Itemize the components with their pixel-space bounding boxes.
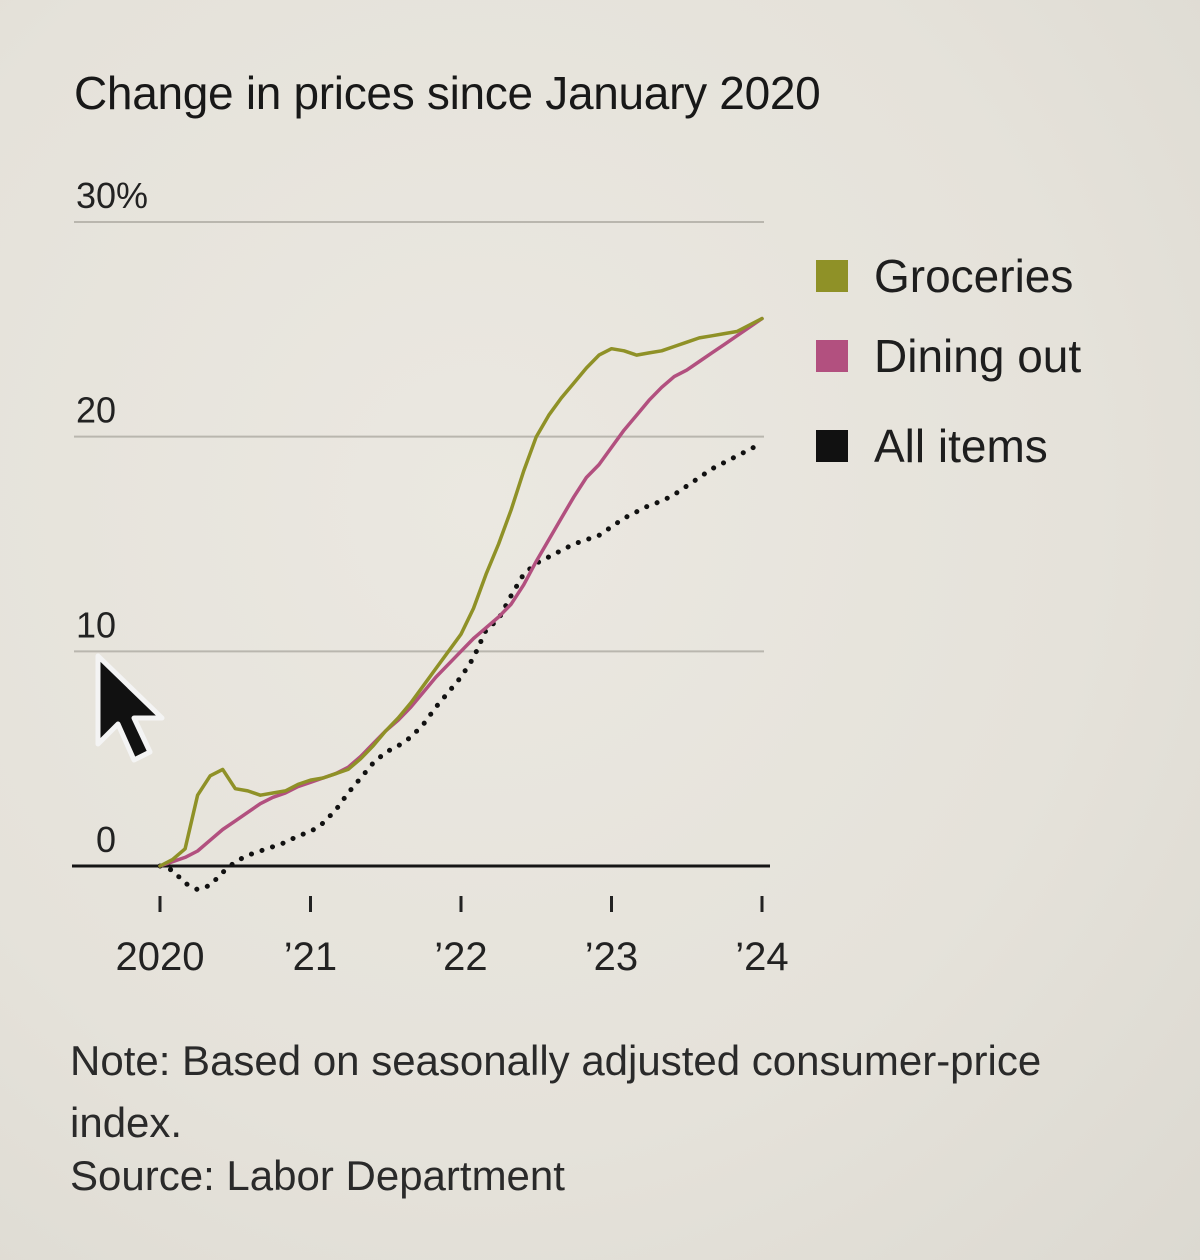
- x-tick-label: ’24: [735, 935, 788, 979]
- arrow-pointer-icon: [95, 653, 165, 763]
- x-tick-label: ’22: [434, 935, 487, 979]
- y-tick-label: 30%: [76, 175, 148, 216]
- series-line-all-items: [157, 440, 765, 893]
- x-axis-ticks: 2020 ’21 ’22 ’23 ’24: [116, 896, 789, 979]
- legend-label-dining-out: Dining out: [874, 330, 1082, 382]
- groceries-swatch-icon: [816, 260, 848, 292]
- x-tick-label: ’23: [585, 935, 638, 979]
- line-chart: 30% 20 10 0 2020 ’21 ’22 ’23 ’24: [72, 175, 789, 979]
- legend-item-all-items: All items: [816, 414, 1081, 478]
- chart-note: Note: Based on seasonally adjusted consu…: [70, 1037, 1042, 1146]
- y-tick-label: 10: [76, 604, 116, 645]
- data-series: [157, 316, 765, 893]
- chart-source: Source: Labor Department: [70, 1152, 565, 1199]
- legend-item-dining-out: Dining out: [816, 324, 1081, 388]
- chart-title: Change in prices since January 2020: [74, 67, 821, 119]
- legend: Groceries Dining out All items: [816, 244, 1081, 494]
- series-line-dining-out: [158, 316, 764, 868]
- legend-label-groceries: Groceries: [874, 250, 1074, 302]
- y-tick-label: 20: [76, 390, 116, 431]
- x-tick-label: ’21: [284, 935, 337, 979]
- gridlines: [72, 221, 770, 868]
- y-axis-ticks: 30% 20 10 0: [76, 175, 148, 860]
- legend-item-groceries: Groceries: [816, 244, 1081, 308]
- y-tick-label: 0: [96, 819, 116, 860]
- x-tick-label: 2020: [116, 935, 205, 979]
- series-line-groceries: [158, 316, 764, 868]
- all-items-swatch-icon: [816, 430, 848, 462]
- legend-label-all-items: All items: [874, 420, 1048, 472]
- dining-out-swatch-icon: [816, 340, 848, 372]
